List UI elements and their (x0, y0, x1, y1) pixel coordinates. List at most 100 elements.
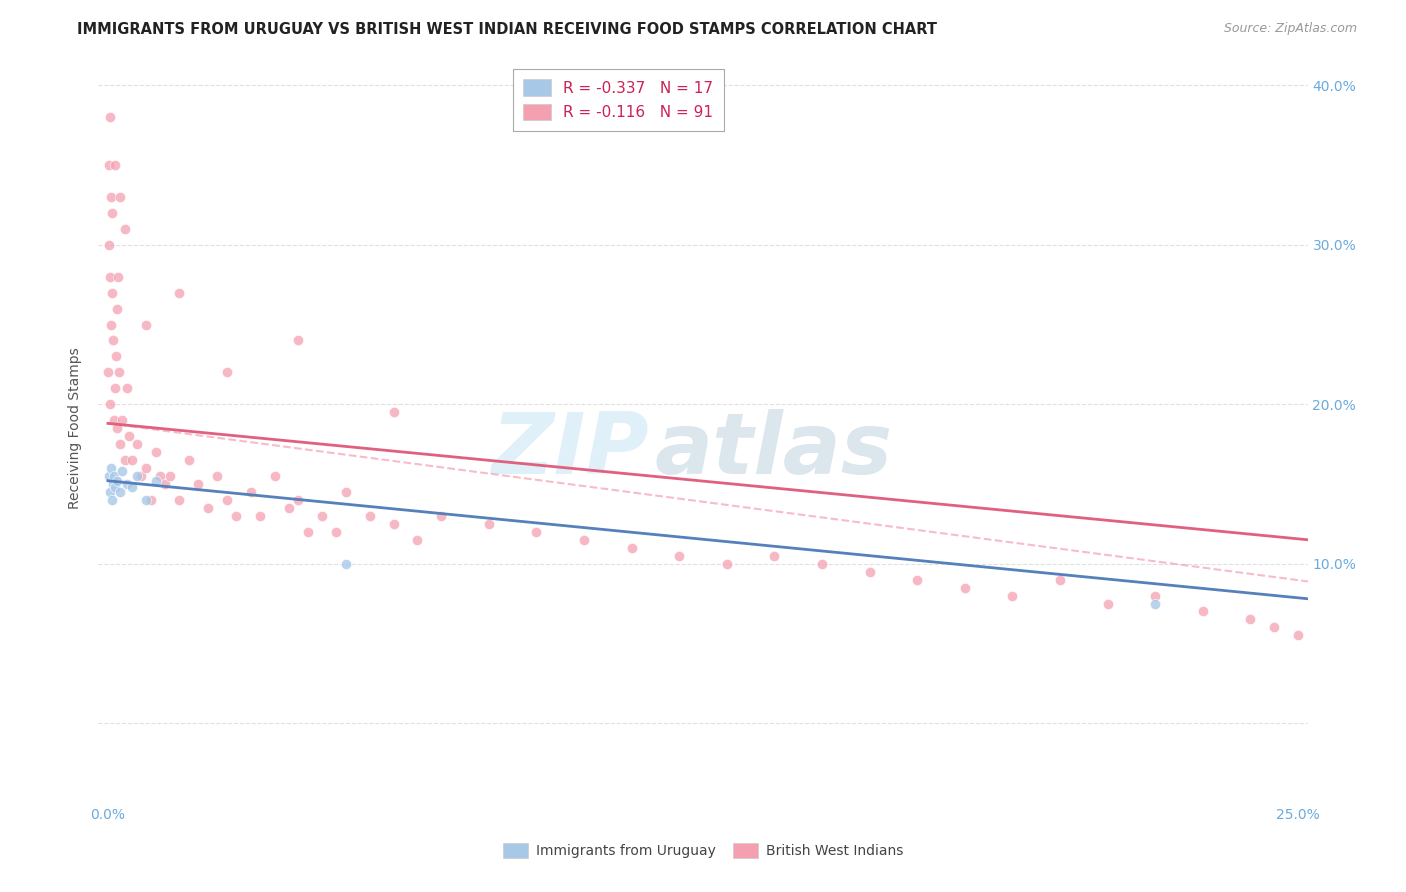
Point (108, 365, 131, 379)
Point (572, 533, 595, 547)
Point (159, 469, 181, 483)
Point (107, 421, 129, 435)
Point (225, 508, 247, 523)
Point (115, 477, 138, 491)
Point (169, 285, 191, 300)
Point (108, 190, 131, 204)
Point (905, 573, 928, 587)
Point (98, 269, 121, 284)
Point (104, 350, 127, 364)
Point (277, 500, 299, 515)
Point (169, 492, 191, 507)
Point (98, 158, 121, 172)
Point (104, 158, 127, 172)
Point (100, 461, 122, 475)
Point (101, 334, 124, 348)
Point (104, 381, 127, 395)
Point (187, 477, 209, 491)
Point (145, 445, 167, 459)
Point (524, 524, 547, 539)
Point (108, 484, 131, 499)
Point (118, 429, 141, 443)
Point (103, 413, 125, 427)
Point (239, 484, 262, 499)
Point (1049, 573, 1071, 587)
Point (177, 453, 200, 467)
Point (125, 469, 148, 483)
Point (1001, 589, 1024, 603)
Point (104, 480, 127, 494)
Point (139, 492, 162, 507)
Point (114, 222, 136, 236)
Point (263, 469, 285, 483)
Point (287, 492, 309, 507)
Point (763, 549, 786, 563)
Text: atlas: atlas (655, 409, 893, 492)
Point (98, 397, 121, 411)
Point (97, 237, 120, 252)
Point (129, 469, 152, 483)
Point (215, 365, 238, 379)
Point (100, 318, 122, 332)
Point (1239, 612, 1261, 626)
Point (1144, 597, 1167, 611)
Point (716, 557, 738, 571)
Point (430, 508, 453, 523)
Point (1144, 589, 1167, 603)
Point (121, 453, 143, 467)
Point (145, 474, 167, 488)
Point (110, 437, 132, 451)
Point (135, 461, 157, 475)
Point (207, 469, 229, 483)
Point (103, 469, 125, 483)
Point (101, 477, 124, 491)
Point (953, 581, 976, 595)
Point (101, 206, 124, 220)
Point (97, 365, 120, 379)
Point (811, 557, 834, 571)
Point (149, 469, 172, 483)
Point (478, 516, 501, 531)
Point (114, 453, 136, 467)
Point (325, 524, 347, 539)
Point (100, 285, 122, 300)
Point (100, 190, 122, 204)
Point (287, 334, 309, 348)
Point (335, 557, 357, 571)
Point (135, 492, 157, 507)
Point (121, 480, 143, 494)
Point (1097, 597, 1119, 611)
Point (297, 524, 319, 539)
Point (311, 508, 333, 523)
Point (115, 381, 138, 395)
Point (98, 110, 121, 124)
Point (107, 474, 129, 488)
Point (135, 318, 157, 332)
Point (197, 500, 219, 515)
Text: Source: ZipAtlas.com: Source: ZipAtlas.com (1223, 22, 1357, 36)
Point (97, 469, 120, 483)
Point (382, 516, 405, 531)
Legend: Immigrants from Uruguay, British West Indians: Immigrants from Uruguay, British West In… (498, 837, 908, 863)
Point (107, 269, 129, 284)
Point (1286, 628, 1309, 642)
Y-axis label: Receiving Food Stamps: Receiving Food Stamps (69, 347, 83, 509)
Point (1334, 636, 1357, 650)
Point (153, 477, 176, 491)
Point (620, 541, 643, 555)
Point (215, 492, 238, 507)
Point (382, 405, 405, 419)
Point (125, 437, 148, 451)
Point (111, 464, 134, 478)
Point (105, 301, 128, 316)
Point (359, 508, 381, 523)
Point (111, 413, 134, 427)
Point (249, 508, 271, 523)
Point (406, 533, 429, 547)
Text: IMMIGRANTS FROM URUGUAY VS BRITISH WEST INDIAN RECEIVING FOOD STAMPS CORRELATION: IMMIGRANTS FROM URUGUAY VS BRITISH WEST … (77, 22, 938, 37)
Point (98, 484, 121, 499)
Point (668, 549, 690, 563)
Point (1263, 620, 1285, 634)
Point (335, 484, 357, 499)
Point (1192, 605, 1215, 619)
